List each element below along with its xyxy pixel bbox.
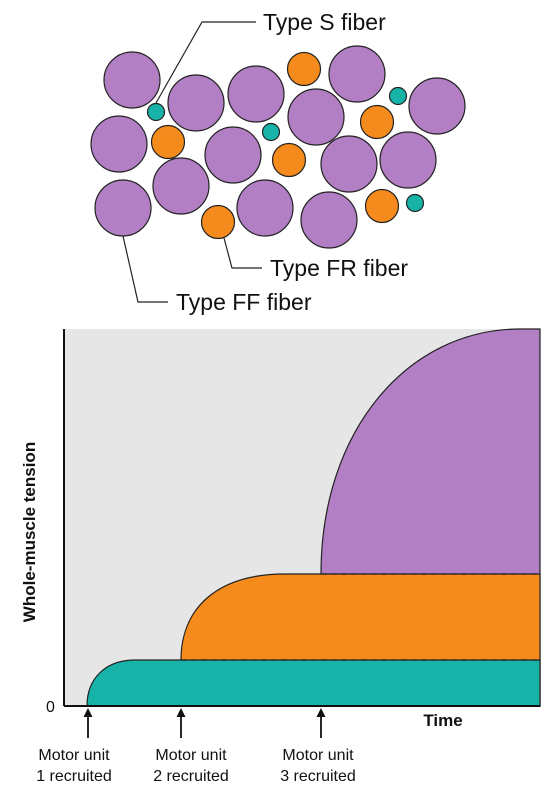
fiber-cross-section bbox=[90, 45, 466, 249]
type-s-label: Type S fiber bbox=[263, 9, 386, 35]
recruit-1-line2: 1 recruited bbox=[36, 768, 112, 785]
s-fiber bbox=[261, 122, 281, 142]
fr-fiber bbox=[286, 51, 322, 87]
ff-fiber bbox=[204, 126, 262, 184]
recruitment-arrows bbox=[83, 708, 326, 738]
x-axis-label: Time bbox=[423, 711, 462, 730]
ff-fiber bbox=[103, 51, 161, 109]
type-ff-label: Type FF fiber bbox=[176, 289, 312, 315]
ff-fiber bbox=[328, 45, 386, 103]
ff-fiber bbox=[408, 77, 466, 135]
type-ff-fibers bbox=[90, 45, 466, 249]
recruit-2-line2: 2 recruited bbox=[153, 768, 229, 785]
fr-fiber bbox=[359, 104, 395, 140]
y-zero-tick: 0 bbox=[46, 699, 55, 716]
leader-line-type-s bbox=[155, 21, 256, 104]
ff-fiber bbox=[167, 74, 225, 132]
ff-fiber bbox=[300, 191, 358, 249]
type-s-tension-area bbox=[86, 659, 541, 707]
ff-fiber bbox=[379, 131, 437, 189]
type-fr-fibers bbox=[150, 51, 400, 240]
y-axis-label: Whole-muscle tension bbox=[20, 442, 39, 622]
ff-fiber bbox=[152, 157, 210, 215]
leader-lines bbox=[122, 21, 262, 303]
ff-fiber bbox=[320, 135, 378, 193]
leader-line-type-ff bbox=[122, 235, 168, 303]
arrowhead-motor-unit-2 bbox=[176, 708, 186, 717]
s-fiber bbox=[405, 193, 425, 213]
fr-fiber bbox=[271, 142, 307, 178]
ff-fiber bbox=[94, 179, 152, 237]
recruit-1-line1: Motor unit bbox=[38, 747, 110, 764]
tension-graph: 0 Time Whole-muscle tension Motor unit 1… bbox=[20, 328, 541, 785]
ff-fiber bbox=[236, 179, 294, 237]
arrowhead-motor-unit-3 bbox=[316, 708, 326, 717]
ff-fiber bbox=[90, 115, 148, 173]
fr-fiber bbox=[200, 204, 236, 240]
fr-fiber bbox=[364, 188, 400, 224]
s-fiber bbox=[388, 86, 408, 106]
ff-fiber bbox=[287, 88, 345, 146]
recruit-3-line1: Motor unit bbox=[282, 747, 354, 764]
arrowhead-motor-unit-1 bbox=[83, 708, 93, 717]
type-s-fibers bbox=[146, 86, 425, 213]
leader-line-type-fr bbox=[223, 237, 262, 269]
type-fr-label: Type FR fiber bbox=[270, 255, 408, 281]
recruit-2-line1: Motor unit bbox=[155, 747, 227, 764]
recruit-3-line2: 3 recruited bbox=[280, 768, 356, 785]
ff-fiber bbox=[227, 65, 285, 123]
s-fiber bbox=[146, 102, 166, 122]
fr-fiber bbox=[150, 124, 186, 160]
